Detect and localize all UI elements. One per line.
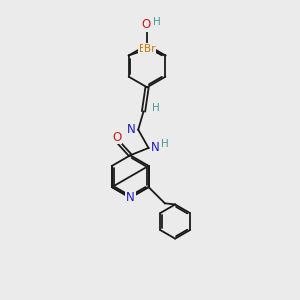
Text: H: H — [152, 103, 160, 113]
Text: O: O — [142, 18, 151, 32]
Text: H: H — [154, 17, 161, 27]
Text: H: H — [161, 140, 169, 149]
Text: N: N — [151, 141, 159, 154]
Text: O: O — [112, 130, 122, 143]
Text: Br: Br — [144, 44, 155, 54]
Text: N: N — [128, 123, 136, 136]
Text: Br: Br — [139, 44, 151, 54]
Text: N: N — [126, 191, 135, 204]
